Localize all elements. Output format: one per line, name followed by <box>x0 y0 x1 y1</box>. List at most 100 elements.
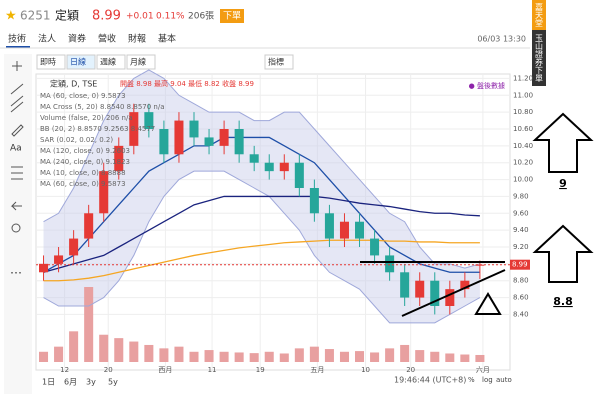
toolbar-label: 指標 <box>268 57 284 67</box>
candle-body <box>430 280 440 306</box>
percent: 0.11% <box>156 12 185 22</box>
candle-body <box>234 129 244 155</box>
side-tag-a[interactable] <box>532 0 546 30</box>
plot-frame <box>35 73 511 371</box>
legend-ohlc: 開盤 8.98 最高 9.04 最低 8.82 收盤 8.99 <box>120 79 254 88</box>
option-button[interactable]: log <box>482 376 493 384</box>
candle-body <box>219 129 229 146</box>
volume-bar <box>264 351 274 362</box>
stock-name: 定穎 <box>55 8 79 23</box>
candle-body <box>69 238 79 256</box>
order-button[interactable] <box>220 9 244 23</box>
y-tick-label: 8.80 <box>513 277 529 285</box>
volume-bar <box>460 354 470 362</box>
indicator-line <box>43 195 480 273</box>
candle-body <box>54 255 64 264</box>
candle-body <box>204 137 214 146</box>
toolbar-label: 即時 <box>40 58 56 67</box>
range-button[interactable]: 3y <box>86 378 96 387</box>
volume-bar <box>129 341 139 362</box>
candle-body <box>279 162 289 172</box>
candle-body <box>400 272 410 298</box>
tab[interactable]: 技術 <box>8 33 26 45</box>
tab[interactable]: 資券 <box>68 33 86 45</box>
y-tick-label: 9.20 <box>513 243 529 251</box>
x-tick-label: 20 <box>406 366 415 374</box>
triangle <box>474 292 502 315</box>
range-button[interactable]: 5y <box>108 378 118 387</box>
legend-line: Volume (false, 20) 206 n/a <box>40 114 133 122</box>
icon-fib[interactable] <box>11 166 23 180</box>
up-arrow <box>532 224 594 283</box>
range-button[interactable]: 6月 <box>64 378 77 387</box>
volume-bar <box>339 351 349 362</box>
volume-bar <box>39 351 49 362</box>
y-tick-label: 8.60 <box>513 294 529 302</box>
legend-line: MA (10, close, 0) 8.8888 <box>40 169 126 177</box>
candle-body <box>189 120 199 138</box>
candle-body <box>385 255 395 273</box>
volume-bar <box>475 354 485 362</box>
y-tick-label: 9.60 <box>513 209 529 217</box>
datetime: 06/03 13:30 <box>477 35 526 44</box>
indicator-line <box>43 136 480 273</box>
clock: 19:46:44 (UTC+8) <box>394 376 466 385</box>
toolbar-button[interactable] <box>66 54 96 70</box>
x-tick-label: 六月 <box>476 365 490 374</box>
icon-line[interactable] <box>10 83 24 95</box>
icon-fork[interactable] <box>10 95 24 113</box>
plot: 8.408.608.809.009.209.409.609.8010.0010.… <box>36 69 533 374</box>
last-price-box <box>510 259 530 270</box>
volume-bar <box>400 344 410 362</box>
icon-back[interactable] <box>10 201 22 211</box>
toolbar-button[interactable] <box>36 54 66 70</box>
x-tick-label: 五月 <box>310 366 324 374</box>
indicator-line <box>43 170 481 324</box>
tab[interactable]: 法人 <box>38 33 56 45</box>
icon-more[interactable]: ⋯ <box>10 266 22 280</box>
volume-bar <box>249 353 259 362</box>
legend-line: MA (240, close, 0) 9.1823 <box>40 158 130 166</box>
range-button[interactable]: 1日 <box>42 378 55 387</box>
legend-line: BB (20, 2) 8.8570 9.2563 8.4577 <box>40 125 155 133</box>
icon-zoom[interactable] <box>11 223 21 233</box>
volume-bar <box>430 351 440 362</box>
toolbar-button[interactable] <box>264 54 294 70</box>
annotation: 8.8 <box>553 295 573 308</box>
last-price-label: 8.99 <box>512 261 528 269</box>
volume-bar <box>204 350 214 362</box>
tab[interactable]: 基本 <box>158 33 176 45</box>
legend-line: MA Cross (5, 20) 8.8540 8.8570 n/a <box>40 103 165 111</box>
candle-body <box>445 289 455 306</box>
indicator-line <box>43 69 481 269</box>
y-tick-label: 11.00 <box>513 91 533 99</box>
volume-bar <box>445 353 455 362</box>
icon-brush[interactable] <box>11 124 24 137</box>
volume-bar <box>279 353 289 362</box>
icon-cross[interactable] <box>12 61 22 71</box>
toolbar-button[interactable] <box>126 54 156 70</box>
star[interactable]: ★ <box>5 9 17 24</box>
candle-body <box>460 280 470 290</box>
side-tag-b[interactable] <box>532 30 546 86</box>
toolbar-button[interactable] <box>96 54 126 70</box>
icon-text[interactable]: Aa <box>10 144 22 154</box>
candle-body <box>129 112 139 146</box>
toolbar: 即時 日線 週線 月線 指標 <box>36 54 294 70</box>
option-button[interactable]: auto <box>496 376 512 384</box>
tab[interactable]: 營收 <box>98 33 116 45</box>
toolbar-label: 週線 <box>100 57 116 67</box>
legend-line: MA (60, close, 0) 9.5873 <box>40 180 126 188</box>
tab[interactable]: 財報 <box>128 33 146 45</box>
annotation: 9 <box>559 177 567 190</box>
trend-line <box>401 269 506 317</box>
option-button[interactable]: % <box>468 376 475 384</box>
candle-body <box>294 162 304 188</box>
candle-body <box>99 171 109 214</box>
candle-body <box>309 188 319 214</box>
legend-line: MA (120, close, 0) 9.2603 <box>40 147 130 155</box>
legend-note: ● 盤後數據 <box>469 81 505 90</box>
x-tick-label: 西月 <box>158 366 172 374</box>
indicator-line <box>43 239 480 282</box>
candle-body <box>475 264 485 266</box>
